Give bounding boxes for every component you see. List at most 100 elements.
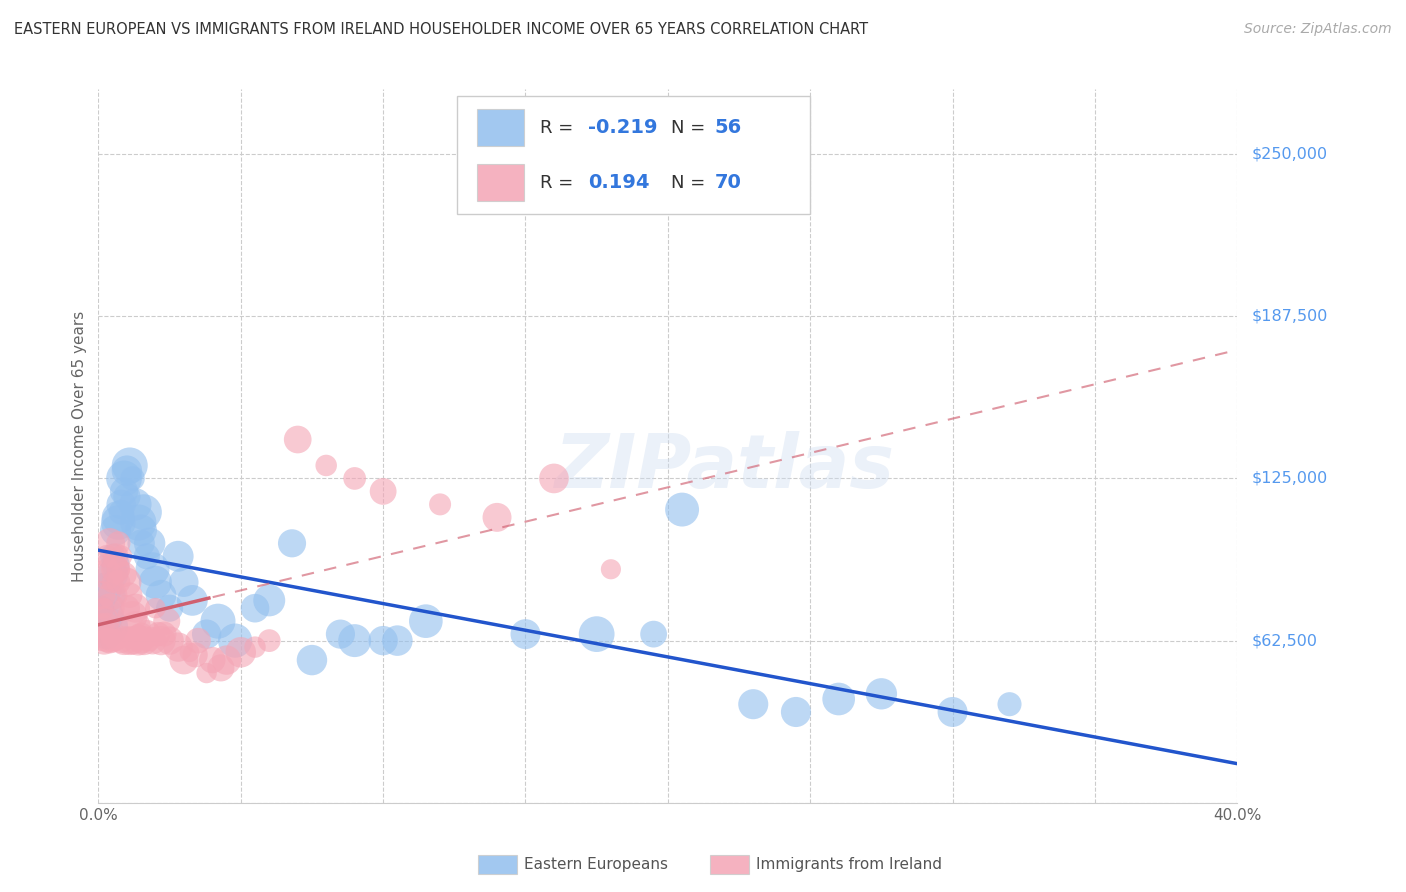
Point bbox=[141, 633, 163, 648]
Point bbox=[124, 619, 146, 633]
Point bbox=[121, 471, 143, 485]
Point bbox=[107, 510, 129, 524]
Point bbox=[93, 614, 115, 628]
Point bbox=[870, 687, 893, 701]
Point bbox=[104, 557, 127, 571]
Y-axis label: Householder Income Over 65 years: Householder Income Over 65 years bbox=[72, 310, 87, 582]
Point bbox=[486, 510, 509, 524]
Point bbox=[141, 562, 163, 576]
Point bbox=[115, 601, 138, 615]
Point bbox=[127, 633, 149, 648]
Point bbox=[942, 705, 965, 719]
Point bbox=[118, 588, 141, 602]
Point bbox=[243, 601, 266, 615]
Point bbox=[153, 627, 176, 641]
Text: -0.219: -0.219 bbox=[588, 118, 658, 137]
Point bbox=[129, 633, 152, 648]
Point bbox=[135, 549, 157, 564]
Point bbox=[101, 588, 124, 602]
Point bbox=[98, 619, 121, 633]
Point bbox=[998, 697, 1021, 711]
Point bbox=[90, 588, 112, 602]
Point bbox=[98, 588, 121, 602]
Point bbox=[96, 627, 118, 641]
Point bbox=[107, 536, 129, 550]
Text: Eastern Europeans: Eastern Europeans bbox=[524, 857, 668, 871]
Point bbox=[429, 497, 451, 511]
Point bbox=[387, 633, 409, 648]
Point bbox=[148, 627, 170, 641]
Point bbox=[179, 645, 201, 659]
Point bbox=[90, 619, 112, 633]
Point bbox=[201, 653, 224, 667]
Point bbox=[112, 567, 135, 582]
Point bbox=[301, 653, 323, 667]
Point bbox=[287, 433, 309, 447]
Point bbox=[96, 633, 118, 648]
Point bbox=[115, 490, 138, 504]
Point bbox=[104, 524, 127, 538]
Point bbox=[281, 536, 304, 550]
Text: $187,500: $187,500 bbox=[1251, 309, 1327, 324]
Point bbox=[167, 640, 190, 654]
Point bbox=[215, 653, 238, 667]
Point bbox=[543, 471, 565, 485]
Point bbox=[115, 464, 138, 478]
Point bbox=[107, 575, 129, 590]
Text: R =: R = bbox=[540, 174, 585, 192]
FancyBboxPatch shape bbox=[457, 96, 810, 214]
Point bbox=[828, 692, 851, 706]
Point bbox=[129, 627, 152, 641]
Point bbox=[110, 505, 132, 519]
Point bbox=[315, 458, 337, 473]
Bar bbox=[477, 109, 524, 146]
Point bbox=[207, 614, 229, 628]
Point bbox=[110, 633, 132, 648]
Point bbox=[112, 633, 135, 648]
Point bbox=[98, 601, 121, 615]
Point bbox=[93, 601, 115, 615]
Text: N =: N = bbox=[671, 119, 711, 136]
Point bbox=[118, 458, 141, 473]
Point bbox=[585, 627, 607, 641]
Point bbox=[373, 484, 395, 499]
Point bbox=[259, 633, 281, 648]
Point bbox=[90, 601, 112, 615]
Point bbox=[184, 648, 207, 662]
Point bbox=[373, 633, 395, 648]
Point bbox=[156, 614, 179, 628]
Point bbox=[229, 645, 252, 659]
Point bbox=[101, 549, 124, 564]
Point bbox=[259, 593, 281, 607]
Point bbox=[173, 653, 195, 667]
Point bbox=[138, 633, 160, 648]
Point bbox=[159, 601, 181, 615]
Text: 0.194: 0.194 bbox=[588, 173, 650, 193]
Point bbox=[515, 627, 537, 641]
Point bbox=[101, 627, 124, 641]
Point bbox=[124, 497, 146, 511]
Point bbox=[124, 601, 146, 615]
Point bbox=[93, 633, 115, 648]
Point bbox=[209, 661, 232, 675]
Point bbox=[132, 633, 155, 648]
Point bbox=[129, 536, 152, 550]
Point bbox=[101, 633, 124, 648]
Point bbox=[135, 627, 157, 641]
Point bbox=[101, 567, 124, 582]
Point bbox=[329, 627, 352, 641]
Text: R =: R = bbox=[540, 119, 579, 136]
Text: N =: N = bbox=[671, 174, 711, 192]
Point bbox=[145, 601, 167, 615]
Point bbox=[167, 549, 190, 564]
Point bbox=[181, 593, 204, 607]
Text: Immigrants from Ireland: Immigrants from Ireland bbox=[756, 857, 942, 871]
Point bbox=[343, 471, 366, 485]
Point bbox=[93, 582, 115, 597]
Point bbox=[104, 633, 127, 648]
Point bbox=[224, 633, 246, 648]
Point bbox=[107, 516, 129, 530]
Point bbox=[110, 549, 132, 564]
Point bbox=[343, 633, 366, 648]
Bar bbox=[477, 164, 524, 202]
